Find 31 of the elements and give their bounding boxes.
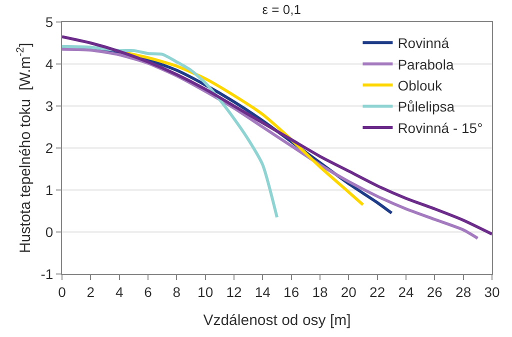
x-axis-title: Vzdálenost od osy [m] bbox=[203, 312, 351, 329]
x-tick-label: 28 bbox=[456, 284, 472, 300]
y-tick-label: 0 bbox=[45, 224, 54, 240]
line-series bbox=[62, 44, 278, 219]
legend-label: Rovinná bbox=[398, 35, 450, 52]
legend-label: Parabola bbox=[398, 56, 454, 72]
y-tick-label: 3 bbox=[45, 98, 54, 114]
x-tick-label: 18 bbox=[312, 284, 328, 300]
legend-label: Oblouk bbox=[398, 78, 444, 94]
legend-label: Rovinná - 15° bbox=[398, 120, 483, 136]
y-tick-label: 5 bbox=[45, 14, 54, 30]
x-tick-label: 10 bbox=[198, 284, 214, 300]
y-tick-label: -1 bbox=[40, 266, 54, 282]
x-tick-label: 6 bbox=[144, 284, 152, 300]
chart-title: ε = 0,1 bbox=[262, 2, 301, 18]
x-tick-label: 24 bbox=[398, 284, 414, 300]
x-tick-label: 16 bbox=[284, 284, 300, 300]
x-tick-label: 0 bbox=[58, 284, 66, 300]
x-tick-label: 2 bbox=[86, 284, 95, 300]
x-tick-label: 4 bbox=[115, 284, 124, 300]
y-tick-label: 4 bbox=[45, 56, 54, 72]
x-tick-label: 8 bbox=[172, 284, 181, 300]
x-tick-label: 22 bbox=[370, 284, 386, 300]
x-tick-label: 20 bbox=[340, 284, 357, 300]
x-tick-label: 14 bbox=[254, 284, 271, 300]
x-tick-label: 12 bbox=[226, 284, 242, 300]
y-tick-label: 2 bbox=[45, 140, 54, 156]
x-tick-label: 26 bbox=[426, 284, 443, 300]
x-tick-label: 30 bbox=[484, 284, 500, 300]
legend-label: Půlelipsa bbox=[398, 98, 455, 115]
y-tick-label: 1 bbox=[45, 182, 54, 198]
